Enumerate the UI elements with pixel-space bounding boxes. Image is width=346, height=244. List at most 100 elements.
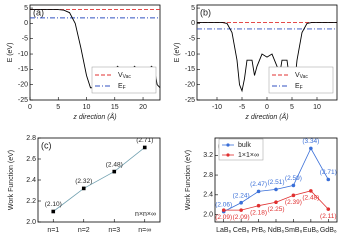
legend-label: bulk — [238, 142, 251, 149]
data-point — [256, 189, 261, 194]
legend-name: E — [295, 83, 300, 90]
value-label: (2.51) — [268, 179, 285, 186]
value-label: (2.71) — [136, 137, 153, 144]
data-point — [326, 207, 331, 211]
legend-subscript: F — [300, 85, 303, 91]
y-axis-label: E (eV) — [7, 43, 14, 63]
data-point — [291, 183, 296, 188]
y-tick-label: -15 — [18, 66, 28, 73]
y-tick-label: 0 — [24, 20, 28, 27]
y-tick-label: -10 — [185, 51, 195, 58]
x-tick-label: n=∞ — [138, 227, 151, 234]
value-label: (2.47) — [250, 181, 267, 188]
y-tick-label: -5 — [189, 36, 195, 43]
value-label: (2.10) — [45, 201, 62, 208]
x-axis-label: z direction (Å) — [244, 112, 288, 121]
x-tick-label: -10 — [212, 104, 222, 111]
series-line — [53, 147, 145, 212]
x-tick-label: LaB₆ — [216, 227, 231, 234]
x-tick-label: 0 — [28, 104, 32, 111]
y-tick-label: -15 — [185, 66, 195, 73]
y-axis-label: E (eV) — [174, 43, 181, 63]
data-point — [309, 189, 313, 193]
x-tick-label: SmB₆ — [284, 227, 302, 234]
plot-frame — [29, 4, 161, 101]
x-tick-label: n=1 — [47, 227, 59, 234]
value-label: (2.59) — [285, 175, 302, 182]
y-tick-label: 0 — [191, 20, 195, 27]
legend-name: V — [118, 72, 123, 79]
annotation: n×n×∞ — [135, 211, 156, 218]
panel: 5 0 -5 -10 -15 -20 -25 E (eV) (a) 0 5 10 15 20 z direc… — [7, 4, 161, 121]
data-point — [274, 187, 278, 192]
legend-label: 1×1×∞ — [238, 152, 259, 159]
data-point — [309, 146, 313, 151]
y-tick-label: -20 — [18, 82, 28, 89]
y-tick-label: 5 — [191, 5, 195, 12]
y-tick-label: 3.2 — [203, 152, 213, 159]
y-tick-label: 2.6 — [26, 156, 36, 163]
data-point — [326, 177, 331, 182]
y-tick-label: 2.0 — [203, 211, 213, 218]
data-point — [256, 203, 261, 208]
x-tick-label: -5 — [239, 104, 245, 111]
y-tick-label: 2.0 — [26, 219, 36, 226]
value-label: (2.09) — [215, 214, 232, 221]
y-tick-label: 2.8 — [26, 135, 36, 142]
value-label: (2.25) — [268, 206, 285, 213]
data-point — [291, 193, 296, 198]
y-tick-label: 5 — [24, 5, 28, 12]
legend-label: EF — [118, 83, 126, 91]
legend-label: VVac — [295, 72, 308, 80]
x-tick-label: EuB₆ — [303, 227, 319, 234]
value-label: (2.32) — [75, 178, 92, 185]
value-label: (2.18) — [250, 209, 267, 216]
legend-name: V — [295, 72, 300, 79]
legend-box — [91, 66, 157, 94]
panel: 2.0 2.2 2.4 2.6 2.8 Work Function (eV) (c) n=1 n… — [8, 135, 161, 234]
y-tick-label: -25 — [185, 97, 195, 104]
y-tick-label: 2.8 — [203, 172, 213, 179]
data-point — [221, 208, 226, 212]
panel-label: (a) — [33, 7, 44, 17]
data-point — [112, 169, 117, 174]
y-axis-label: Work Function (eV) — [185, 150, 192, 210]
x-tick-label: 0 — [265, 104, 269, 111]
x-tick-label: PrB₆ — [251, 227, 266, 234]
y-tick-label: -20 — [185, 82, 195, 89]
x-tick-label: 5 — [290, 104, 294, 111]
y-axis-label: Work Function (eV) — [8, 150, 15, 210]
data-point — [274, 200, 278, 205]
data-point — [51, 209, 56, 214]
legend-subscript: Vac — [300, 74, 309, 80]
value-label: (2.48) — [106, 161, 123, 168]
legend-marker — [226, 143, 230, 147]
data-point — [239, 200, 243, 205]
legend-label: EF — [295, 83, 303, 91]
y-tick-label: 2.2 — [26, 198, 36, 205]
x-tick-label: GdB₆ — [320, 227, 337, 234]
x-tick-label: 20 — [139, 104, 147, 111]
x-tick-label: 15 — [111, 104, 119, 111]
y-tick-label: -25 — [18, 97, 28, 104]
y-tick-label: -10 — [18, 51, 28, 58]
panel: 5 0 -5 -10 -15 -20 -25 E (eV) (b) -10 -5 0 5 10 z dire… — [174, 4, 338, 121]
x-tick-label: CeB₆ — [233, 227, 250, 234]
legend-name: E — [118, 83, 123, 90]
legend-subscript: Vac — [123, 74, 132, 80]
legend-label: VVac — [118, 72, 131, 80]
data-point — [81, 186, 86, 191]
value-label: (2.09) — [233, 214, 250, 221]
legend-box — [268, 66, 334, 94]
panel-label: (c) — [41, 140, 52, 150]
value-label: (2.39) — [285, 199, 302, 206]
panel-label: (b) — [200, 7, 211, 17]
x-tick-label: NdB₆ — [268, 227, 285, 234]
x-axis-label: z direction (Å) — [72, 112, 116, 121]
x-tick-label: n=3 — [108, 227, 120, 234]
legend-marker — [226, 153, 230, 157]
legend-subscript: F — [123, 85, 126, 91]
x-tick-label: n=2 — [78, 227, 90, 234]
